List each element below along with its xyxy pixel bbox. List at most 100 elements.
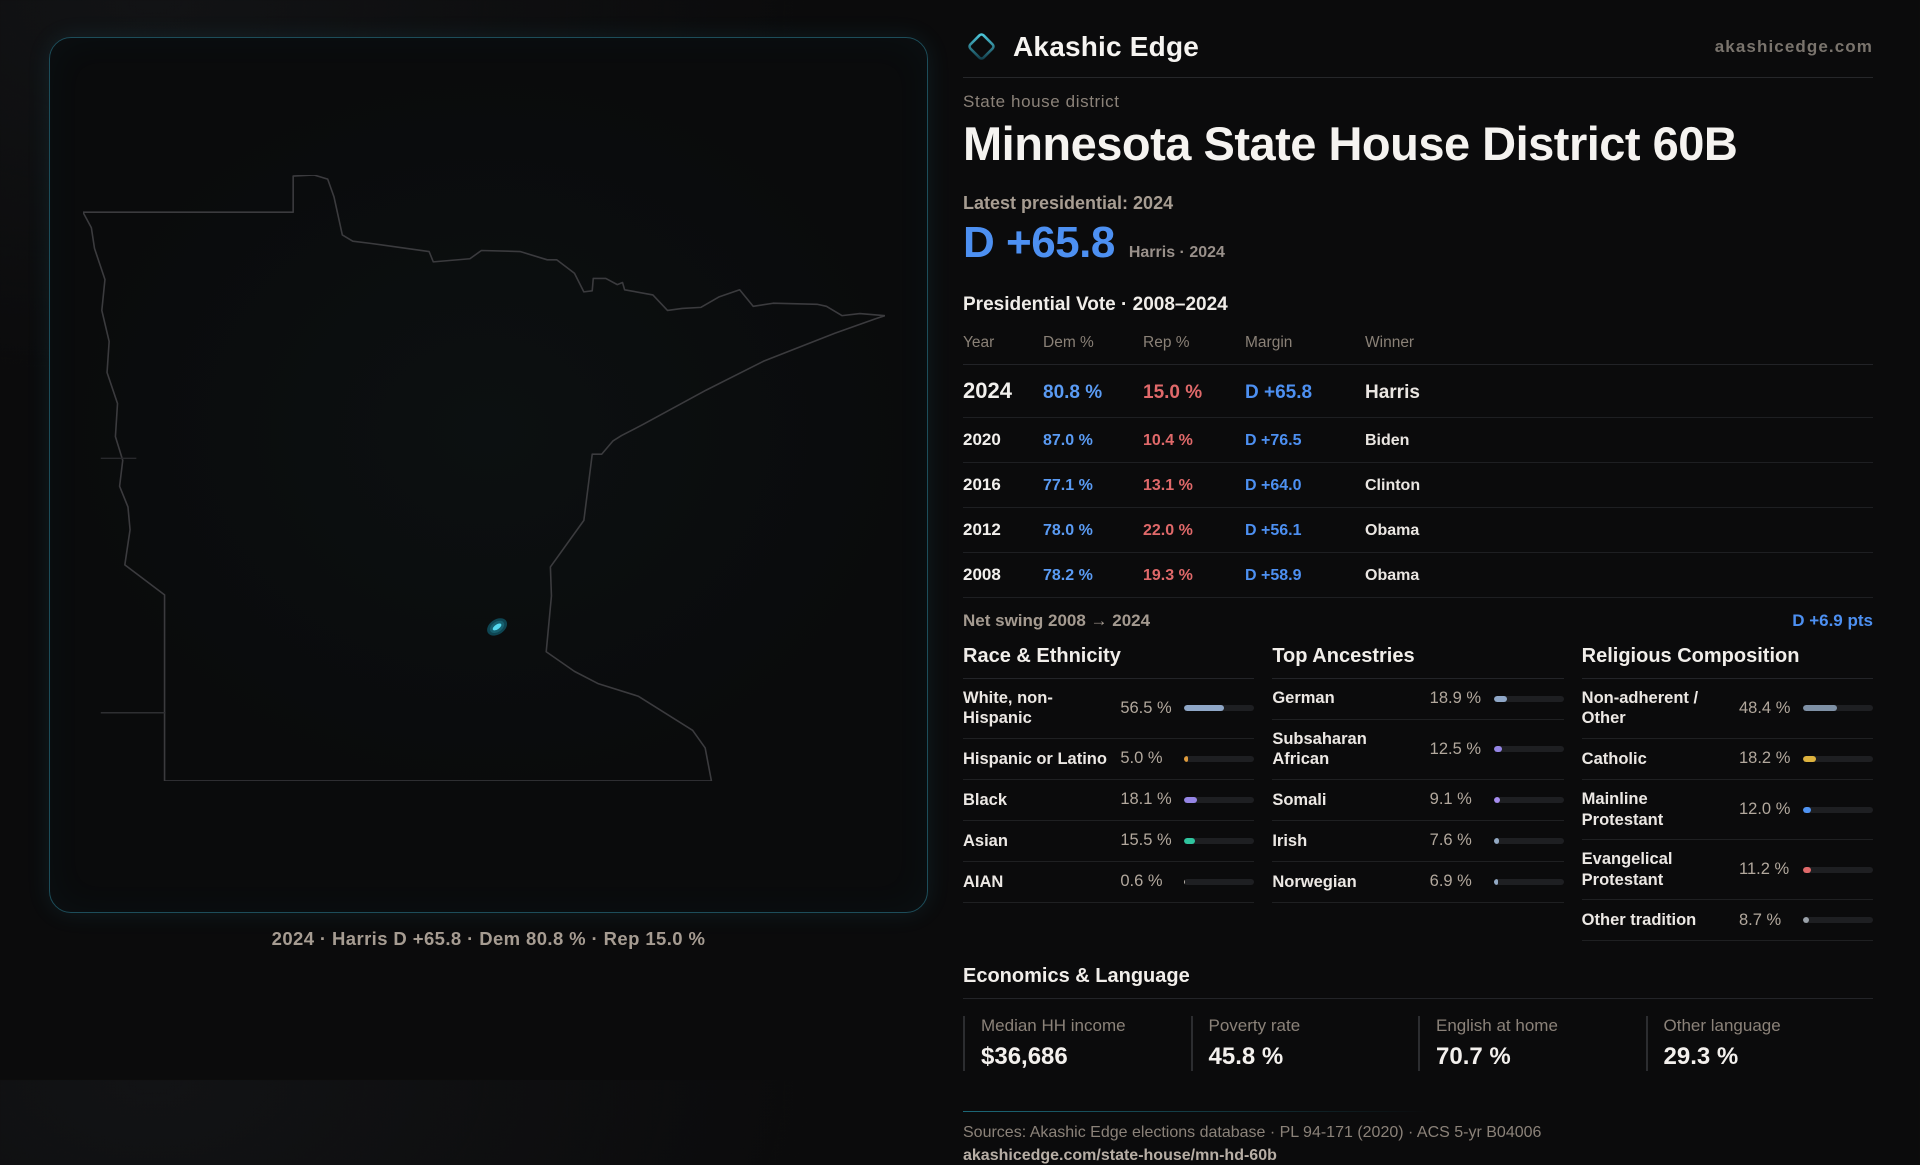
demo-row: Black 18.1 % — [963, 780, 1255, 821]
headline-margin-value: D +65.8 — [963, 217, 1115, 267]
demo-value: 0.6 % — [1120, 872, 1163, 891]
demo-label: White, non-Hispanic — [963, 688, 1053, 728]
stat-label: Poverty rate — [1208, 1016, 1301, 1036]
vote-table-header: Year Dem % Rep % Margin Winner — [963, 326, 1873, 365]
dem-cell: 80.8 % — [1043, 381, 1103, 403]
winner-cell: Obama — [1365, 566, 1420, 584]
demo-row: Somali 9.1 % — [1272, 780, 1564, 821]
footer-permalink-link[interactable]: akashicedge.com/state-house/mn-hd-60b — [963, 1147, 1277, 1165]
map-caption: 2024 · Harris D +65.8 · Dem 80.8 % · Rep… — [271, 928, 706, 949]
demo-bar — [1493, 878, 1564, 885]
demo-bar — [1493, 695, 1564, 702]
demo-row: Irish 7.6 % — [1272, 821, 1564, 862]
stat-label: Other language — [1663, 1016, 1781, 1036]
margin-cell: D +56.1 — [1245, 521, 1302, 539]
demo-bar — [1803, 917, 1873, 924]
demo-label: Somali — [1272, 790, 1327, 809]
dem-cell: 78.2 % — [1043, 566, 1093, 584]
demo-value: 15.5 % — [1120, 831, 1172, 850]
table-row: 2012 78.0 % 22.0 % D +56.1 Obama — [963, 508, 1873, 553]
map-section: 2024 · Harris D +65.8 · Dem 80.8 % · Rep… — [49, 37, 928, 950]
demo-bar — [1184, 705, 1255, 712]
demo-bar — [1493, 796, 1564, 803]
demo-bar — [1184, 755, 1255, 762]
net-swing-label: Net swing 2008 → 2024 — [963, 610, 1151, 630]
presidential-vote-table: Year Dem % Rep % Margin Winner 2024 80.8… — [963, 326, 1873, 598]
section-title: Top Ancestries — [1272, 645, 1564, 679]
page-title: Minnesota State House District 60B — [963, 117, 1738, 170]
demo-bar — [1803, 866, 1873, 873]
col-margin: Margin — [1245, 333, 1293, 351]
table-row: 2008 78.2 % 19.3 % D +58.9 Obama — [963, 553, 1873, 598]
year-cell: 2012 — [963, 519, 1001, 539]
demo-row: Other tradition 8.7 % — [1581, 900, 1873, 942]
header: Akashic Edge akashicedge.com — [963, 28, 1873, 65]
stat-poverty-rate: Poverty rate 45.8 % — [1190, 1016, 1419, 1072]
demo-label: German — [1272, 689, 1335, 708]
demo-row: Asian 15.5 % — [963, 821, 1255, 862]
demo-bar — [1493, 837, 1564, 844]
demo-row: German 18.9 % — [1272, 679, 1564, 720]
col-year: Year — [963, 333, 995, 351]
demo-value: 7.6 % — [1429, 831, 1472, 850]
margin-cell: D +58.9 — [1245, 566, 1302, 584]
demo-row: Non-adherent / Other 48.4 % — [1581, 679, 1873, 739]
year-cell: 2016 — [963, 474, 1001, 494]
demo-value: 11.2 % — [1739, 860, 1790, 879]
demo-bar — [1184, 796, 1255, 803]
section-title: Religious Composition — [1581, 645, 1873, 679]
brand-domain-link[interactable]: akashicedge.com — [1714, 36, 1873, 56]
header-divider — [963, 77, 1873, 78]
state-map-panel — [49, 37, 928, 913]
stat-value: 45.8 % — [1208, 1043, 1284, 1071]
brand-diamond-icon — [968, 33, 995, 60]
demo-row: White, non-Hispanic 56.5 % — [963, 679, 1255, 739]
demo-row: Evangelical Protestant 11.2 % — [1581, 840, 1873, 901]
demo-bar — [1803, 806, 1873, 813]
demo-value: 18.2 % — [1739, 749, 1791, 768]
demo-label: Irish — [1272, 831, 1308, 850]
rep-cell: 10.4 % — [1143, 431, 1193, 449]
demo-row: AIAN 0.6 % — [963, 862, 1255, 903]
year-cell: 2020 — [963, 429, 1001, 449]
demo-row: Subsaharan African 12.5 % — [1272, 720, 1564, 780]
demo-label: Non-adherent / Other — [1581, 688, 1699, 728]
minnesota-outline — [83, 175, 885, 781]
demographics-grid: Race & Ethnicity White, non-Hispanic 56.… — [963, 645, 1873, 942]
year-cell: 2024 — [963, 377, 1012, 403]
top-ancestries-section: Top Ancestries German 18.9 % Subsaharan … — [1272, 645, 1564, 942]
demo-label: Catholic — [1581, 749, 1647, 768]
district-marker — [487, 618, 508, 636]
demo-value: 12.5 % — [1429, 739, 1482, 758]
demo-row: Catholic 18.2 % — [1581, 739, 1873, 780]
demo-value: 48.4 % — [1739, 698, 1791, 717]
net-swing-value: D +6.9 pts — [1792, 610, 1873, 630]
demo-label: Mainline Protestant — [1581, 789, 1664, 829]
dem-cell: 78.0 % — [1043, 521, 1093, 539]
demo-bar — [1184, 878, 1255, 885]
stat-label: English at home — [1436, 1016, 1558, 1036]
demo-row: Hispanic or Latino 5.0 % — [963, 739, 1255, 780]
margin-cell: D +65.8 — [1245, 381, 1313, 403]
stat-value: 29.3 % — [1663, 1043, 1739, 1071]
dem-cell: 87.0 % — [1043, 431, 1093, 449]
rep-cell: 15.0 % — [1143, 381, 1203, 403]
winner-cell: Obama — [1365, 521, 1420, 539]
stat-value: 70.7 % — [1436, 1043, 1511, 1071]
stat-median-hh-income: Median HH income $36,686 — [963, 1016, 1191, 1072]
demo-label: AIAN — [963, 872, 1004, 891]
stat-label: Median HH income — [981, 1016, 1126, 1036]
section-title: Race & Ethnicity — [963, 645, 1255, 679]
demo-value: 6.9 % — [1429, 872, 1472, 891]
rep-cell: 13.1 % — [1143, 476, 1193, 494]
headline-margin-sub: Harris · 2024 — [1128, 243, 1225, 261]
brand-name: Akashic Edge — [1013, 30, 1200, 62]
headline-margin-row: D +65.8 Harris · 2024 — [963, 218, 1873, 268]
winner-cell: Harris — [1365, 381, 1420, 403]
economics-title: Economics & Language — [963, 965, 1873, 1000]
demo-value: 56.5 % — [1120, 698, 1172, 717]
race-ethnicity-section: Race & Ethnicity White, non-Hispanic 56.… — [963, 645, 1255, 942]
winner-cell: Clinton — [1365, 476, 1421, 494]
demo-label: Other tradition — [1581, 911, 1697, 930]
demo-value: 5.0 % — [1120, 749, 1163, 768]
